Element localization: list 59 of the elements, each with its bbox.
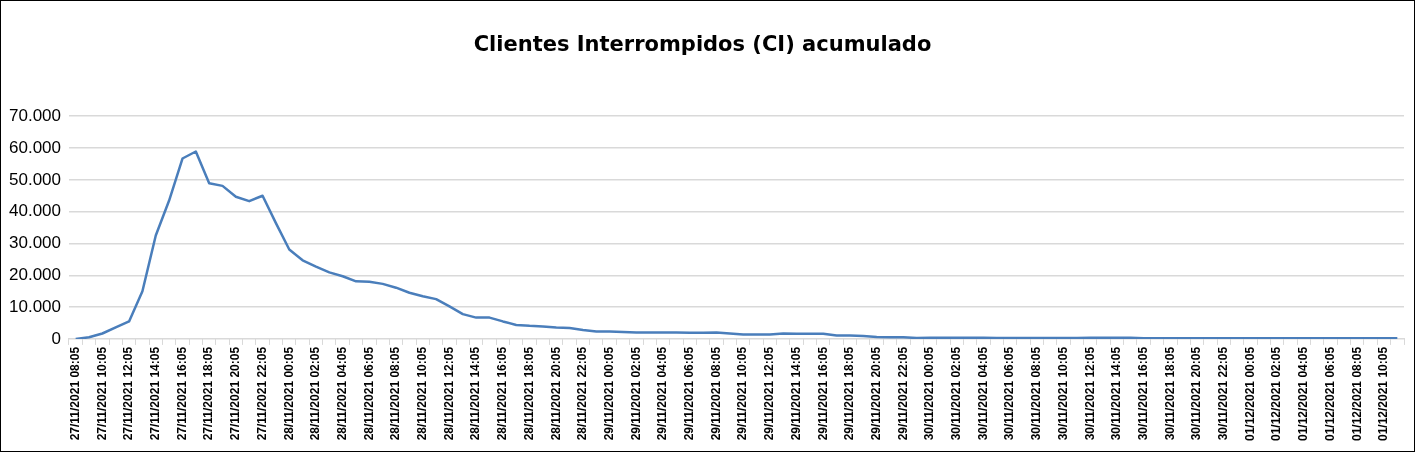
x-tick-label: 29/11/2021 14:05 xyxy=(788,346,803,441)
x-tick-label: 28/11/2021 08:05 xyxy=(388,346,403,441)
y-tick-label: 40.000 xyxy=(9,201,61,221)
x-tick-label: 29/11/2021 04:05 xyxy=(655,346,670,441)
x-tick-label: 29/11/2021 18:05 xyxy=(842,346,857,441)
x-tick-label: 28/11/2021 18:05 xyxy=(521,346,536,441)
x-tick-label: 29/11/2021 06:05 xyxy=(682,346,697,441)
y-tick-label: 70.000 xyxy=(9,105,61,125)
x-tick-label: 27/11/2021 16:05 xyxy=(174,346,189,441)
y-tick-label: 0 xyxy=(51,328,61,348)
x-tick-label: 30/11/2021 14:05 xyxy=(1109,346,1124,441)
x-tick-label: 30/11/2021 04:05 xyxy=(975,346,990,441)
x-tick-label: 28/11/2021 20:05 xyxy=(548,346,563,441)
x-tick-label: 28/11/2021 22:05 xyxy=(575,346,590,441)
x-tick-label: 30/11/2021 18:05 xyxy=(1162,346,1177,441)
x-tick-label: 28/11/2021 00:05 xyxy=(281,346,296,441)
x-tick-label: 01/12/2021 08:05 xyxy=(1349,346,1364,442)
x-tick-label: 27/11/2021 10:05 xyxy=(94,346,109,441)
x-tick-label: 29/11/2021 16:05 xyxy=(815,346,830,441)
x-tick-label: 30/11/2021 00:05 xyxy=(922,346,937,441)
y-tick-label: 60.000 xyxy=(9,137,61,157)
y-tick-label: 50.000 xyxy=(9,169,61,189)
x-tick-label: 27/11/2021 12:05 xyxy=(121,346,136,441)
x-tick-label: 30/11/2021 06:05 xyxy=(1002,346,1017,441)
x-tick-label: 29/11/2021 02:05 xyxy=(628,346,643,441)
x-tick-label: 01/12/2021 06:05 xyxy=(1322,346,1337,442)
x-tick-label: 30/11/2021 22:05 xyxy=(1216,346,1231,441)
x-tick-label: 28/11/2021 02:05 xyxy=(308,346,323,441)
y-tick-label: 20.000 xyxy=(9,264,61,284)
x-tick-label: 28/11/2021 10:05 xyxy=(415,346,430,441)
x-tick-label: 01/12/2021 10:05 xyxy=(1376,346,1391,442)
chart-title: Clientes Interrompidos (CI) acumulado xyxy=(473,32,932,57)
x-tick-label: 28/11/2021 12:05 xyxy=(441,346,456,441)
x-tick-label: 28/11/2021 06:05 xyxy=(361,346,376,441)
x-tick-label: 01/12/2021 02:05 xyxy=(1269,346,1284,442)
x-tick-label: 27/11/2021 14:05 xyxy=(148,346,163,441)
x-tick-label: 30/11/2021 16:05 xyxy=(1135,346,1150,441)
x-tick-label: 01/12/2021 00:05 xyxy=(1242,346,1257,442)
x-tick-label: 29/11/2021 22:05 xyxy=(895,346,910,441)
y-tick-label: 30.000 xyxy=(9,233,61,253)
y-tick-label: 10.000 xyxy=(9,296,61,316)
x-tick-label: 01/12/2021 04:05 xyxy=(1296,346,1311,442)
x-tick-label: 27/11/2021 22:05 xyxy=(254,346,269,441)
x-tick-label: 28/11/2021 16:05 xyxy=(495,346,510,441)
x-tick-label: 30/11/2021 02:05 xyxy=(949,346,964,441)
x-tick-label: 27/11/2021 18:05 xyxy=(201,346,216,441)
x-tick-label: 28/11/2021 14:05 xyxy=(468,346,483,441)
x-tick-label: 27/11/2021 08:05 xyxy=(67,346,82,441)
x-tick-label: 29/11/2021 20:05 xyxy=(868,346,883,441)
x-tick-label: 30/11/2021 08:05 xyxy=(1029,346,1044,441)
x-tick-label: 29/11/2021 10:05 xyxy=(735,346,750,441)
x-tick-label: 28/11/2021 04:05 xyxy=(334,346,349,441)
x-tick-label: 29/11/2021 12:05 xyxy=(762,346,777,441)
x-tick-label: 30/11/2021 20:05 xyxy=(1189,346,1204,441)
x-tick-label: 27/11/2021 20:05 xyxy=(228,346,243,441)
x-tick-label: 30/11/2021 10:05 xyxy=(1055,346,1070,441)
x-tick-label: 30/11/2021 12:05 xyxy=(1082,346,1097,441)
x-tick-label: 29/11/2021 08:05 xyxy=(708,346,723,441)
x-tick-label: 29/11/2021 00:05 xyxy=(601,346,616,441)
